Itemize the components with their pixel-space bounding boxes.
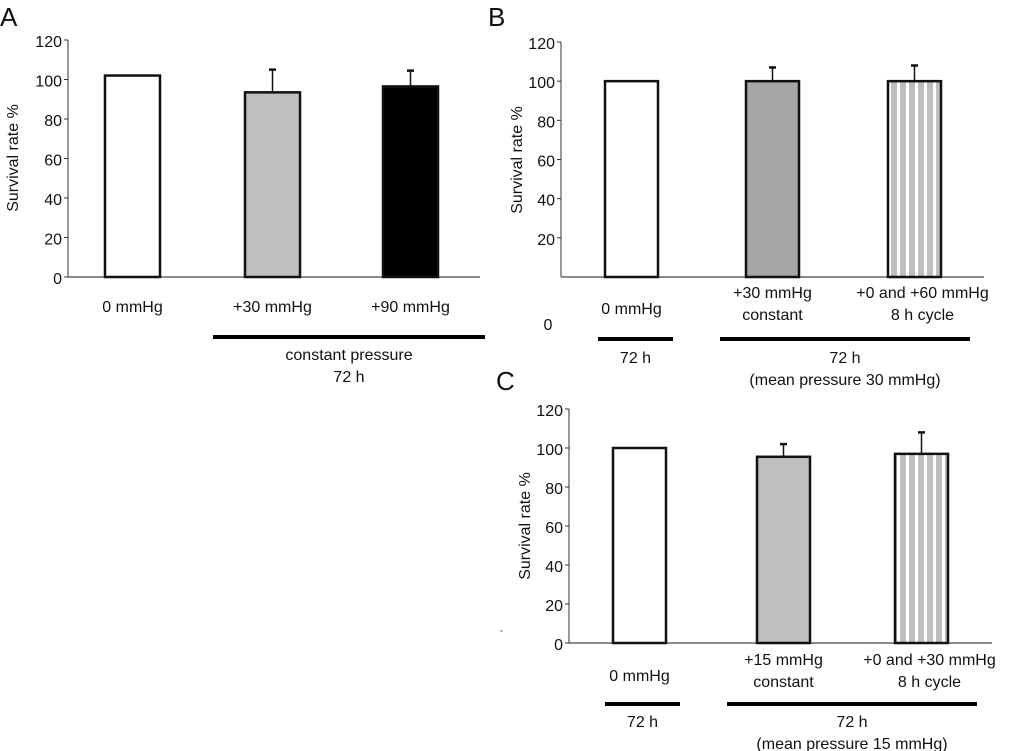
y-tick-label: 20 (537, 232, 555, 249)
category-label-1: 0 mmHg (102, 299, 162, 316)
y-tick-label: 100 (35, 74, 62, 91)
y-tick-label: 80 (545, 481, 563, 498)
bar-1 (603, 79, 660, 279)
stray-zero-label: 0 (544, 317, 553, 334)
bar-1 (611, 446, 668, 645)
y-tick-label: 80 (44, 113, 62, 130)
category-label-3: +0 and +60 mmHg (856, 285, 989, 302)
y-tick-label: 0 (554, 637, 563, 654)
y-tick-label: 20 (44, 232, 62, 249)
group-label-2: (mean pressure 30 mmHg) (749, 372, 940, 389)
y-tick-label: 40 (44, 192, 62, 209)
y-tick-label: 0 (53, 271, 62, 288)
y-tick-label: 120 (35, 34, 62, 51)
y-tick-label: 60 (44, 153, 62, 170)
group-label-1: 72 h (333, 369, 364, 386)
y-tick-label: 120 (528, 36, 555, 53)
y-tick-label: 60 (545, 520, 563, 537)
group-label-1: 72 h (627, 714, 658, 731)
panel-letter-b: B (488, 2, 505, 32)
category-label-2: +30 mmHg (233, 299, 312, 316)
category-label-3: +90 mmHg (371, 299, 450, 316)
group-label-1: constant pressure (285, 347, 412, 364)
category-label-2: +15 mmHg (744, 652, 823, 669)
category-label-2: constant (742, 307, 803, 324)
y-axis-label: Survival rate % (517, 472, 534, 580)
y-tick-label: 80 (537, 114, 555, 131)
group-label-2: 72 h (836, 714, 867, 731)
category-label-3: 8 h cycle (891, 307, 954, 324)
category-label-3: +0 and +30 mmHg (863, 652, 996, 669)
panel-letter-c: C (496, 366, 515, 396)
bar-3 (886, 79, 943, 279)
category-label-2: constant (753, 674, 814, 691)
category-label-2: +30 mmHg (733, 285, 812, 302)
y-tick-label: 40 (537, 193, 555, 210)
bar-3 (381, 85, 440, 279)
group-label-2: 72 h (829, 350, 860, 367)
group-label-1: 72 h (620, 350, 651, 367)
category-label-3: 8 h cycle (898, 674, 961, 691)
bar-2 (744, 79, 801, 279)
y-tick-label: 40 (545, 559, 563, 576)
y-tick-label: 100 (536, 442, 563, 459)
y-tick-label: 100 (528, 75, 555, 92)
group-label-2: (mean pressure 15 mmHg) (756, 736, 947, 751)
panel-letter-a: A (0, 2, 18, 32)
bar-1 (103, 74, 162, 279)
category-label-1: 0 mmHg (601, 301, 661, 318)
y-axis-label: Survival rate % (5, 104, 22, 212)
bar-2 (755, 455, 812, 645)
y-tick-label: 120 (536, 403, 563, 420)
bar-3 (893, 452, 950, 645)
y-axis-label: Survival rate % (509, 106, 526, 214)
category-label-1: 0 mmHg (609, 668, 669, 685)
y-tick-label: 20 (545, 598, 563, 615)
bar-2 (243, 91, 302, 279)
y-tick-label: 60 (537, 154, 555, 171)
